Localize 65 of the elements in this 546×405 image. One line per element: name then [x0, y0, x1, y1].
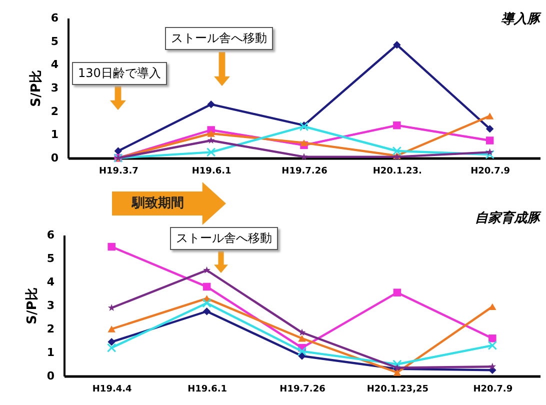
- point: [202, 298, 212, 308]
- point: [114, 147, 122, 155]
- y-tick-label: 0: [50, 152, 59, 164]
- point: [486, 136, 494, 144]
- point: [486, 124, 494, 133]
- point: [488, 334, 496, 342]
- annotation: ストール舎へ移動: [170, 227, 278, 250]
- y-tick-label: 1: [50, 128, 58, 142]
- y-tick-label: 2: [50, 104, 58, 118]
- point: [298, 335, 306, 342]
- point: [298, 328, 306, 336]
- point: [297, 346, 307, 356]
- x-tick-label: H19.7.26: [280, 384, 326, 394]
- x-tick-label: H19.6.1: [188, 384, 228, 394]
- x-tick-label: H19.3.7: [98, 166, 138, 176]
- point: [488, 340, 498, 350]
- point: [393, 369, 402, 376]
- point: [486, 148, 494, 156]
- point: [392, 360, 402, 369]
- y-axis-title: S/P比: [24, 288, 40, 324]
- chart-title: 自家育成豚: [475, 210, 542, 226]
- point: [392, 146, 402, 156]
- y-tick-label: 4: [50, 58, 59, 72]
- y-axis-title: S/P比: [28, 70, 44, 107]
- y-tick-label: 5: [50, 34, 58, 48]
- annotation: 130日齢で導入: [72, 62, 167, 85]
- y-tick-label: 5: [46, 252, 54, 265]
- x-tick-label: H19.6.1: [192, 166, 232, 176]
- y-tick-label: 6: [46, 228, 55, 242]
- y-tick-label: 1: [46, 346, 54, 359]
- point: [203, 266, 210, 274]
- point: [298, 352, 306, 360]
- point: [207, 130, 215, 137]
- y-tick-label: 6: [50, 12, 59, 24]
- point: [488, 303, 496, 310]
- point: [207, 136, 215, 144]
- point: [393, 288, 402, 296]
- x-tick-label: H20.7.9: [473, 384, 513, 394]
- point: [106, 343, 116, 352]
- point: [488, 362, 496, 370]
- y-tick-label: 3: [46, 299, 54, 312]
- x-tick-label: H20.1.23.: [372, 166, 422, 176]
- point: [108, 338, 116, 346]
- y-tick-label: 4: [46, 276, 55, 288]
- point: [485, 150, 494, 160]
- text: 馴致期間: [132, 195, 184, 212]
- x-tick-label: H20.7.9: [470, 166, 510, 176]
- point: [393, 121, 401, 130]
- x-tick-label: H20.1.23,25: [366, 384, 429, 394]
- point: [300, 139, 308, 146]
- point: [108, 242, 116, 251]
- point: [202, 282, 211, 291]
- y-tick-label: 2: [46, 322, 54, 336]
- point: [207, 100, 215, 108]
- y-tick-label: 0: [46, 370, 55, 382]
- point: [202, 308, 211, 316]
- chart-title: 導入豚: [501, 11, 542, 27]
- annotation: ストール舎へ移動: [165, 27, 273, 50]
- point: [393, 40, 401, 49]
- x-tick-label: H19.4.4: [92, 384, 132, 394]
- point: [206, 148, 216, 157]
- point: [108, 326, 116, 332]
- point: [486, 112, 494, 120]
- y-tick-label: 3: [50, 82, 58, 94]
- x-tick-label: H19.7.26: [282, 166, 328, 176]
